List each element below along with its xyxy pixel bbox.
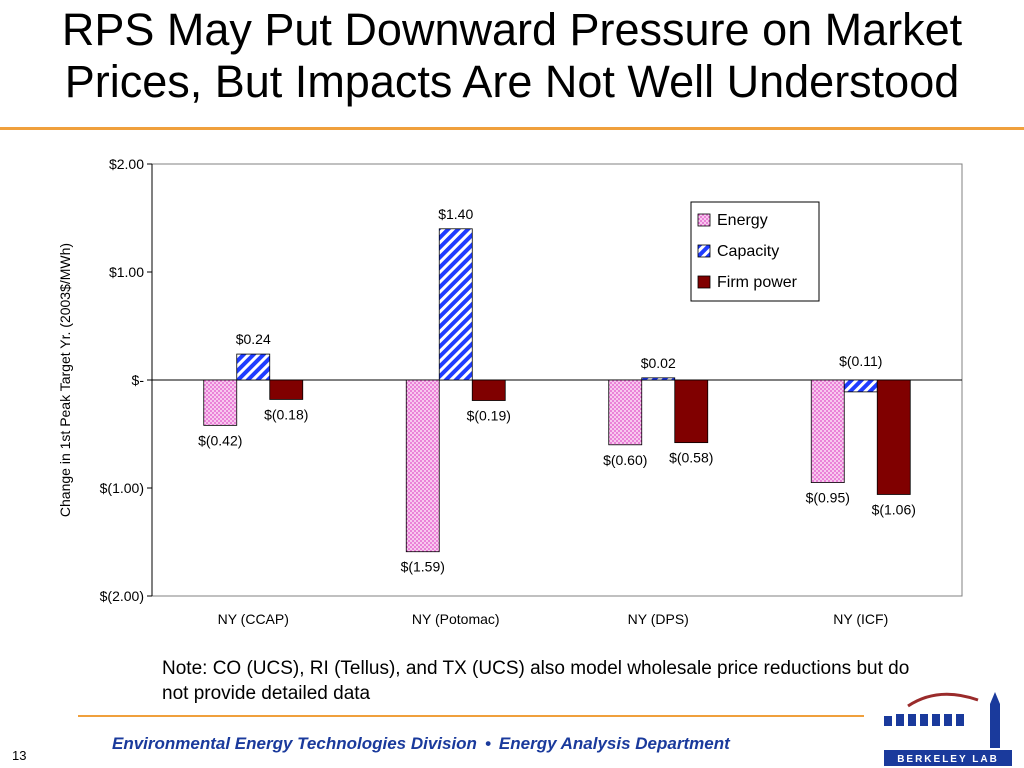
- legend-label: Capacity: [717, 243, 779, 260]
- data-label: $(0.19): [467, 408, 511, 424]
- legend-swatch: [697, 244, 711, 258]
- footer-separator: •: [484, 734, 491, 753]
- y-tick-label: $2.00: [109, 156, 144, 172]
- bar-energy: [203, 379, 238, 426]
- x-category-label: NY (Potomac): [412, 611, 500, 627]
- x-category-label: NY (CCAP): [218, 611, 289, 627]
- footer-department: Energy Analysis Department: [498, 734, 730, 753]
- data-label: $(0.58): [669, 450, 713, 466]
- footer-division: Environmental Energy Technologies Divisi…: [112, 734, 477, 753]
- y-tick-label: $(2.00): [100, 588, 144, 604]
- data-label: $0.24: [236, 331, 271, 347]
- legend-label: Energy: [717, 212, 768, 229]
- data-label: $(0.11): [839, 353, 882, 369]
- bar-firm-power: [876, 379, 911, 495]
- berkeley-lab-logo: BERKELEY LAB: [884, 692, 1012, 766]
- footer-divider: [78, 715, 864, 717]
- bar-chart: $2.00 $1.00 $- $(1.00) $(2.00) Change in 1st …: [57, 156, 963, 627]
- legend-swatch: [697, 213, 711, 227]
- footer: Environmental Energy Technologies Divisi…: [112, 734, 730, 754]
- bar-energy: [810, 379, 845, 483]
- bar-capacity: [438, 228, 473, 381]
- data-label: $1.40: [438, 206, 473, 222]
- legend-swatch: [697, 275, 711, 289]
- data-label: $(0.18): [264, 406, 308, 422]
- y-tick-label: $(1.00): [100, 480, 144, 496]
- logo-text: BERKELEY LAB: [897, 754, 999, 765]
- y-axis-title: Change in 1st Peak Target Yr. (2003$/MWh…: [57, 243, 73, 517]
- data-label: $(0.95): [806, 490, 850, 506]
- legend: [690, 201, 820, 302]
- legend-label: Firm power: [717, 274, 798, 291]
- data-label: $0.02: [641, 355, 676, 371]
- data-label: $(0.42): [198, 432, 242, 448]
- data-label: $(0.60): [603, 452, 647, 468]
- data-label: $(1.06): [872, 501, 916, 517]
- title-line-2: Prices, But Impacts Are Not Well Underst…: [64, 56, 960, 107]
- bar-capacity: [236, 353, 271, 381]
- bar-energy: [608, 379, 643, 446]
- y-tick-label: $-: [132, 372, 145, 388]
- page-number: 13: [12, 748, 27, 763]
- bar-firm-power: [674, 379, 709, 444]
- title-line-1: RPS May Put Downward Pressure on Market: [61, 4, 963, 55]
- data-label: $(1.59): [401, 559, 445, 575]
- slide-title: RPS May Put Downward Pressure on Market …: [0, 4, 1024, 108]
- y-tick-label: $1.00: [109, 264, 144, 280]
- chart-note: Note: CO (UCS), RI (Tellus), and TX (UCS…: [162, 658, 910, 704]
- bar-capacity: [641, 377, 676, 381]
- bar-energy: [405, 379, 440, 553]
- title-divider: [0, 127, 1024, 130]
- bar-capacity: [843, 379, 878, 393]
- x-category-label: NY (ICF): [833, 611, 888, 627]
- bar-firm-power: [471, 379, 506, 401]
- x-category-label: NY (DPS): [628, 611, 689, 627]
- bar-firm-power: [269, 379, 304, 400]
